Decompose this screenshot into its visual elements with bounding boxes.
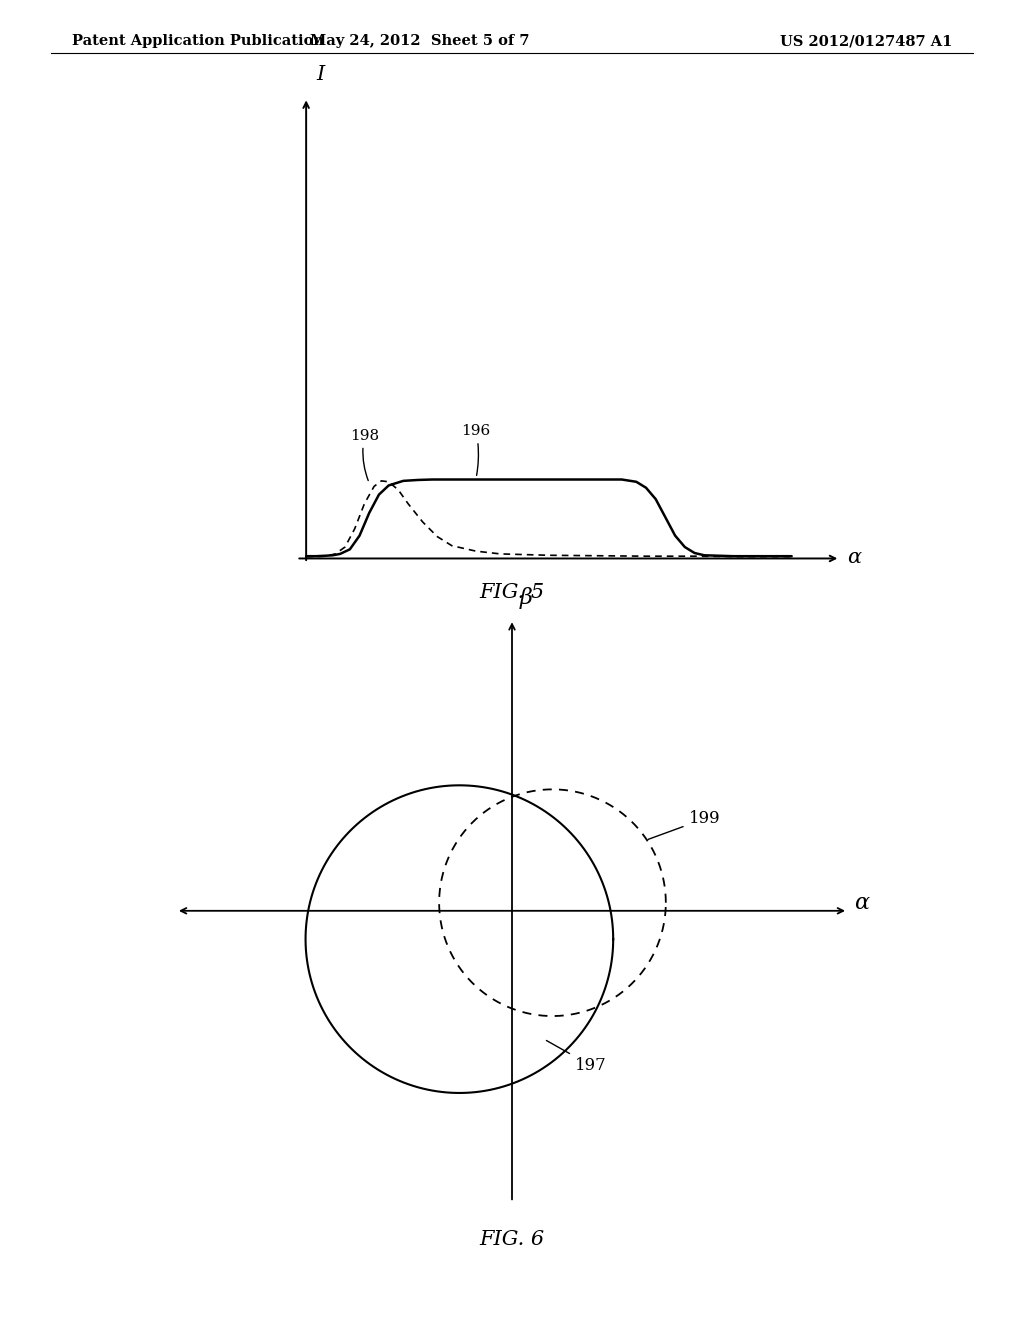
Text: FIG. 5: FIG. 5 xyxy=(479,583,545,602)
Text: 198: 198 xyxy=(350,429,379,480)
Text: I: I xyxy=(315,65,325,83)
Text: α: α xyxy=(854,892,869,913)
Text: May 24, 2012  Sheet 5 of 7: May 24, 2012 Sheet 5 of 7 xyxy=(310,34,529,49)
Text: β: β xyxy=(520,587,532,610)
Text: 196: 196 xyxy=(462,424,490,475)
Text: US 2012/0127487 A1: US 2012/0127487 A1 xyxy=(780,34,952,49)
Text: 199: 199 xyxy=(648,810,720,840)
Text: Patent Application Publication: Patent Application Publication xyxy=(72,34,324,49)
Text: 197: 197 xyxy=(547,1040,606,1074)
Text: α: α xyxy=(848,548,861,568)
Text: FIG. 6: FIG. 6 xyxy=(479,1230,545,1249)
